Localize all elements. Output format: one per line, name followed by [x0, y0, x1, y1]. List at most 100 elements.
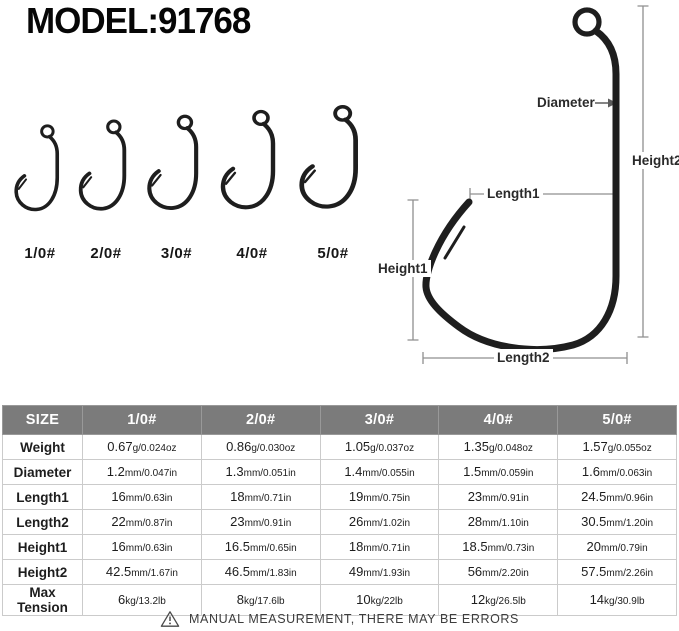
table-row: Length2 22mm/0.87in 23mm/0.91in 26mm/1.02in…	[2, 509, 677, 535]
spec-value: 23	[467, 489, 483, 504]
hook-size-label: 4/0#	[236, 245, 268, 262]
spec-unit: mm/0.96in	[606, 493, 654, 504]
spec-cell: 1.6mm/0.063in	[557, 459, 677, 485]
spec-unit: kg/13.2lb	[125, 596, 166, 607]
spec-value: 16	[111, 489, 126, 504]
table-row-label: Height1	[2, 534, 83, 560]
spec-unit: mm/1.67in	[131, 568, 178, 579]
spec-unit: mm/0.051in	[243, 468, 296, 479]
table-row: Weight 0.67g/0.024oz 0.86g/0.030oz 1.05g/0.…	[2, 434, 677, 460]
spec-value: 24.5	[581, 489, 607, 504]
spec-cell: 23mm/0.91in	[438, 484, 559, 510]
spec-cell: 30.5mm/1.20in	[557, 509, 677, 535]
spec-cell: 12kg/26.5lb	[438, 584, 559, 616]
spec-cell: 1.35g/0.048oz	[438, 434, 559, 460]
spec-value: 1.6	[581, 464, 600, 479]
spec-cell: 19mm/0.75in	[319, 484, 440, 510]
spec-unit: g/0.024oz	[132, 443, 177, 454]
spec-unit: mm/0.91in	[482, 493, 529, 504]
hook-size-gallery: 1/0# 2/0# 3/0# 4/0# 5/0#	[8, 100, 374, 262]
height2-label: Height2	[629, 152, 679, 169]
table-header-cell: 5/0#	[557, 405, 677, 435]
spec-value: 1.05	[344, 439, 371, 454]
spec-table-body: Weight 0.67g/0.024oz 0.86g/0.030oz 1.05g/0.…	[2, 434, 677, 616]
spec-value: 28	[467, 514, 483, 529]
spec-value: 18.5	[462, 539, 488, 554]
warning-triangle-icon	[160, 611, 180, 627]
table-row: Length1 16mm/0.63in 18mm/0.71in 19mm/0.75in…	[2, 484, 677, 510]
spec-unit: mm/0.91in	[244, 518, 292, 529]
spec-cell: 18.5mm/0.73in	[438, 534, 559, 560]
spec-cell: 20mm/0.79in	[557, 534, 677, 560]
hook-illustration	[14, 123, 60, 212]
spec-value: 22	[111, 514, 126, 529]
spec-value: 1.4	[344, 464, 363, 479]
diameter-label: Diameter	[537, 95, 595, 110]
spec-value: 1.5	[463, 464, 482, 479]
spec-value: 49	[348, 564, 364, 579]
hook-size-label: 1/0#	[24, 245, 56, 262]
spec-table: SIZE 1/0# 2/0# 3/0# 4/0# 5/0# Weight 0.67g/0.0…	[2, 405, 677, 616]
spec-unit: mm/0.71in	[363, 543, 411, 554]
table-row-label: Length1	[2, 484, 83, 510]
spec-unit: mm/1.02in	[363, 518, 411, 529]
spec-unit: mm/1.10in	[482, 518, 529, 529]
spec-cell: 42.5mm/1.67in	[82, 559, 202, 585]
spec-unit: mm/0.63in	[125, 543, 173, 554]
spec-value: 0.67	[107, 439, 133, 454]
table-header-cell: 4/0#	[438, 405, 559, 435]
hook-item: 4/0#	[213, 106, 291, 262]
spec-unit: g/0.055oz	[607, 443, 652, 454]
hook-size-label: 5/0#	[317, 245, 349, 262]
spec-cell: 28mm/1.10in	[438, 509, 559, 535]
hook-diagram-illustration	[407, 5, 649, 364]
spec-unit: mm/0.059in	[481, 468, 534, 479]
spec-value: 20	[586, 539, 601, 554]
spec-unit: mm/0.79in	[600, 543, 648, 554]
spec-unit: mm/1.83in	[250, 568, 297, 579]
spec-value: 0.86	[226, 439, 252, 454]
length2-label: Length2	[494, 349, 553, 366]
table-row: Diameter 1.2mm/0.047in 1.3mm/0.051in 1.4mm/…	[2, 459, 677, 485]
spec-value: 1.57	[582, 439, 608, 454]
spec-cell: 18mm/0.71in	[200, 484, 321, 510]
spec-cell: 16mm/0.63in	[82, 534, 202, 560]
table-row-label: Height2	[2, 559, 83, 585]
spec-value: 6	[117, 592, 126, 607]
spec-cell: 14kg/30.9lb	[557, 584, 677, 616]
spec-unit: g/0.030oz	[251, 443, 296, 454]
spec-unit: mm/0.047in	[124, 468, 178, 479]
spec-unit: kg/17.6lb	[244, 596, 285, 607]
spec-value: 30.5	[581, 514, 607, 529]
measurement-lines	[407, 5, 649, 364]
spec-unit: mm/0.65in	[250, 543, 297, 554]
hook-item: 5/0#	[291, 101, 375, 262]
spec-cell: 1.4mm/0.055in	[319, 459, 440, 485]
spec-value: 26	[348, 514, 364, 529]
spec-value: 14	[589, 592, 605, 607]
hook-size-label: 3/0#	[160, 245, 193, 262]
spec-value: 18	[348, 539, 364, 554]
hook-illustration	[213, 106, 291, 225]
table-row-label: Weight	[2, 434, 83, 460]
spec-unit: g/0.048oz	[488, 443, 533, 454]
hook-item: 2/0#	[72, 116, 140, 262]
spec-value: 10	[356, 592, 371, 607]
spec-value: 18	[230, 489, 245, 504]
spec-unit: mm/0.63in	[125, 493, 173, 504]
spec-value: 16	[111, 539, 126, 554]
spec-cell: 0.67g/0.024oz	[82, 434, 202, 460]
page-title: MODEL:91768	[26, 1, 251, 42]
spec-cell: 1.05g/0.037oz	[319, 434, 440, 460]
spec-cell: 56mm/2.20in	[438, 559, 559, 585]
table-row: Height2 42.5mm/1.67in 46.5mm/1.83in 49mm/1.…	[2, 559, 677, 585]
spec-unit: kg/26.5lb	[485, 596, 526, 607]
table-row-label: Max Tension	[2, 584, 83, 616]
spec-cell: 46.5mm/1.83in	[200, 559, 321, 585]
spec-unit: mm/0.75in	[363, 493, 411, 504]
spec-cell: 49mm/1.93in	[319, 559, 440, 585]
spec-cell: 1.5mm/0.059in	[438, 459, 559, 485]
hook-item: 1/0#	[8, 121, 72, 262]
spec-value: 16.5	[224, 539, 250, 554]
spec-unit: mm/1.20in	[606, 518, 654, 529]
